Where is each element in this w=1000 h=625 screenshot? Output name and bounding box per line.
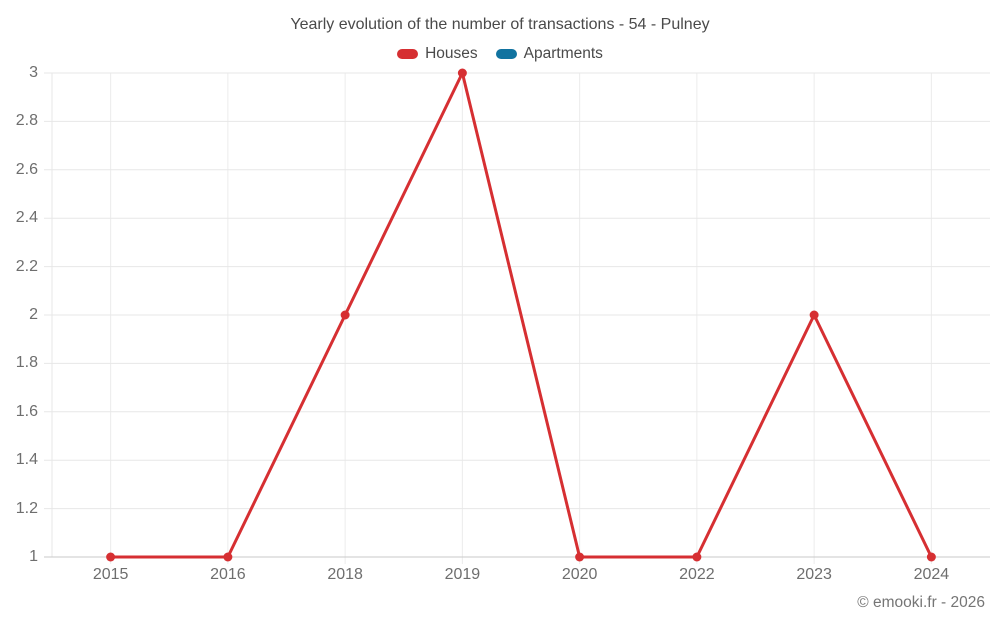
- x-tick-label: 2018: [327, 566, 363, 583]
- chart-title: Yearly evolution of the number of transa…: [290, 16, 710, 33]
- legend-swatch-houses: [397, 49, 419, 59]
- houses-line: [110, 71, 933, 559]
- houses-data-point: [106, 552, 116, 562]
- x-tick-label: 2022: [679, 566, 715, 583]
- x-tick-label: 2023: [796, 566, 832, 583]
- y-tick-label: 2: [29, 306, 38, 323]
- legend-label: Apartments: [523, 45, 603, 62]
- houses-data-point: [809, 310, 819, 320]
- y-tick-label: 2.6: [15, 160, 38, 178]
- houses-data-point: [926, 552, 936, 562]
- x-tick-label: 2016: [210, 566, 246, 583]
- legend-label: Houses: [425, 45, 478, 62]
- y-tick-label: 1.8: [15, 354, 38, 372]
- y-tick-label: 1.6: [15, 402, 38, 420]
- houses-data-point: [692, 552, 702, 562]
- attribution: © emooki.fr - 2026: [857, 594, 985, 611]
- y-tick-label: 2.2: [15, 257, 38, 275]
- legend-swatch-apartments: [495, 49, 517, 59]
- houses-data-point: [575, 552, 585, 562]
- y-tick-label: 3: [29, 64, 38, 81]
- plot-area: [44, 68, 990, 564]
- legend-item-apartments[interactable]: Apartments: [495, 45, 603, 63]
- y-tick-label: 1.4: [15, 451, 38, 469]
- houses-data-point: [223, 552, 233, 562]
- houses-data-point: [340, 310, 350, 320]
- houses-data-point: [457, 68, 467, 78]
- chart-legend: Houses Apartments: [0, 45, 1000, 63]
- x-tick-label: 2015: [92, 566, 129, 583]
- x-tick-label: 2019: [444, 566, 481, 583]
- y-tick-label: 1: [29, 548, 38, 565]
- legend-item-houses[interactable]: Houses: [397, 45, 478, 63]
- y-tick-label: 2.4: [15, 209, 38, 227]
- x-tick-label: 2020: [561, 566, 598, 583]
- y-tick-label: 2.8: [15, 112, 38, 130]
- y-tick-label: 1.2: [15, 499, 38, 517]
- x-tick-label: 2024: [913, 566, 950, 583]
